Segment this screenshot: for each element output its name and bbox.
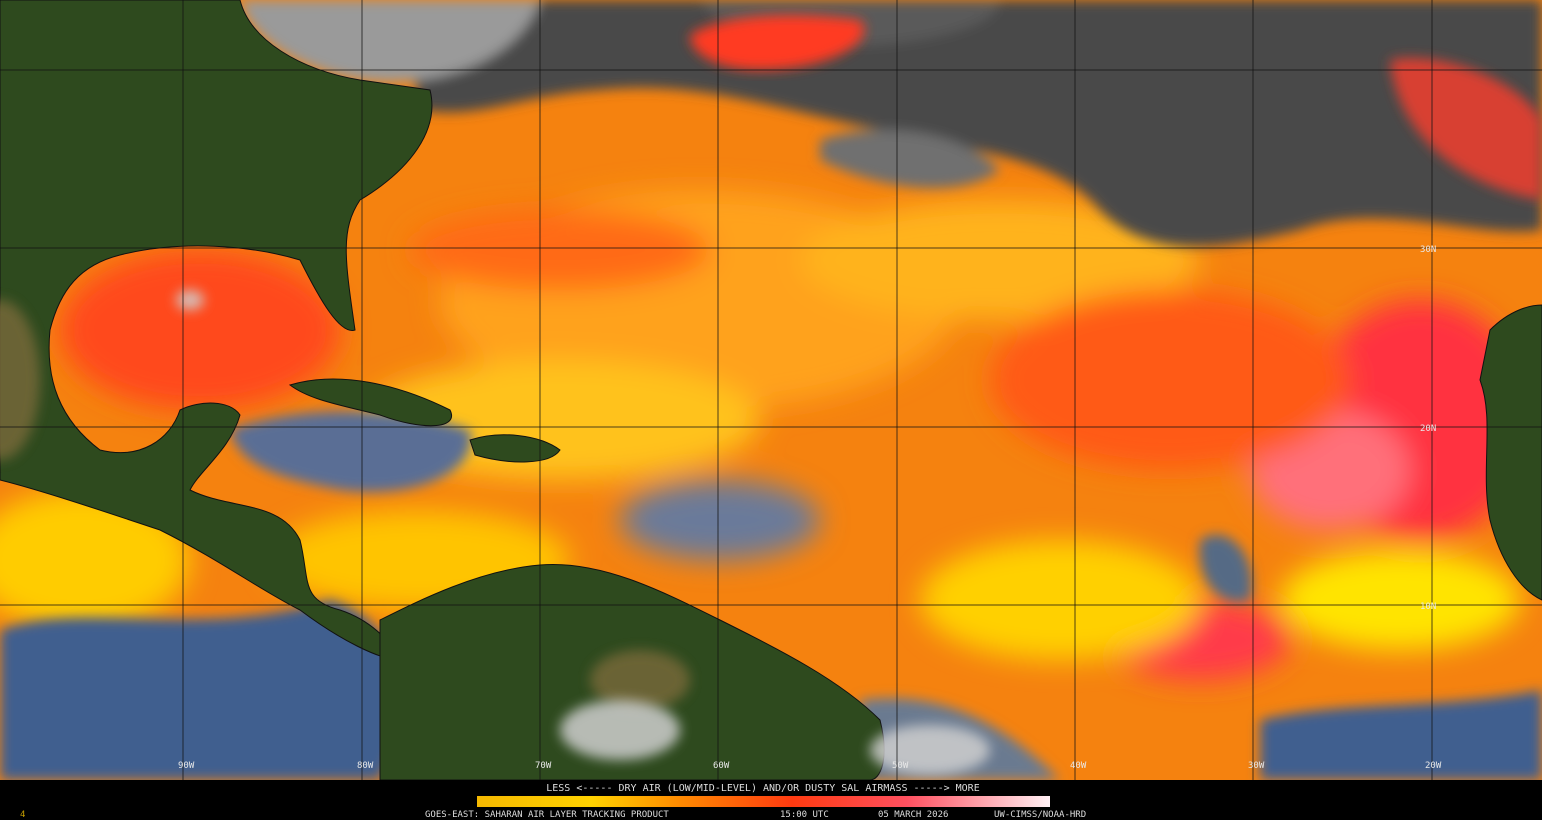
longitude-label: 90W bbox=[178, 761, 195, 771]
color-bar bbox=[477, 796, 1050, 807]
longitude-label: 40W bbox=[1070, 761, 1087, 771]
credit: UW-CIMSS/NOAA-HRD bbox=[994, 810, 1086, 820]
grid-labels: 90W 80W 70W 60W 50W 40W 30W 20W 30N 20N … bbox=[178, 245, 1442, 771]
longitude-label: 60W bbox=[713, 761, 730, 771]
longitude-label: 20W bbox=[1425, 761, 1442, 771]
frame-number: 4 bbox=[20, 810, 25, 820]
graticule bbox=[0, 0, 1542, 780]
latitude-label: 30N bbox=[1420, 245, 1436, 255]
date: 05 MARCH 2026 bbox=[878, 810, 948, 820]
imagery bbox=[0, 0, 1542, 781]
latitude-label: 10N bbox=[1420, 602, 1436, 612]
legend: LESS <----- DRY AIR (LOW/MID-LEVEL) AND/… bbox=[0, 780, 1542, 820]
time: 15:00 UTC bbox=[780, 810, 829, 820]
longitude-label: 80W bbox=[357, 761, 374, 771]
longitude-label: 30W bbox=[1248, 761, 1265, 771]
longitude-label: 70W bbox=[535, 761, 552, 771]
latitude-label: 20N bbox=[1420, 424, 1436, 434]
product-name: GOES-EAST: SAHARAN AIR LAYER TRACKING PR… bbox=[425, 810, 669, 820]
legend-title: LESS <----- DRY AIR (LOW/MID-LEVEL) AND/… bbox=[546, 783, 979, 794]
longitude-label: 50W bbox=[892, 761, 909, 771]
